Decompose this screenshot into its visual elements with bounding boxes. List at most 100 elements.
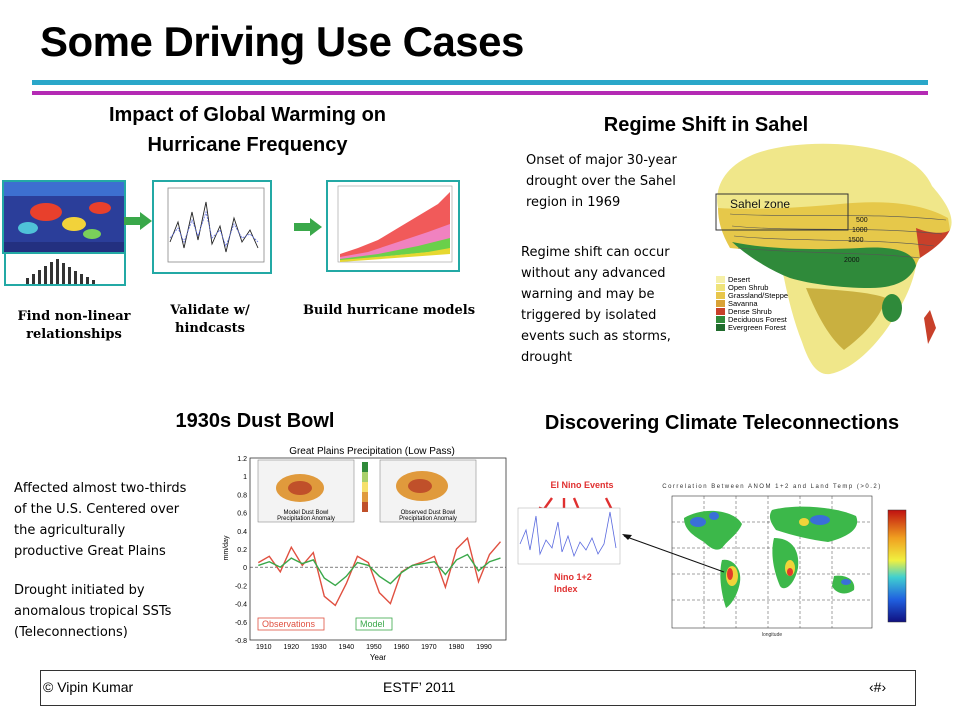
dustbowl-text-1-line: productive Great Plains (14, 544, 166, 559)
y-tick-label: -0.6 (235, 620, 247, 627)
sahel-text-2-line: triggered by isolated (521, 308, 657, 323)
correlation-colorbar (887, 509, 907, 623)
hurricane-heading-line1: Impact of Global Warming on (108, 104, 387, 126)
footer-event: ESTF’ 2011 (383, 679, 456, 695)
hurricane-histogram (26, 259, 95, 284)
slide-title: Some Driving Use Cases (40, 18, 524, 65)
step1-caption-line1: Find non-linear (17, 309, 131, 324)
y-tick-label: 0.2 (237, 547, 247, 554)
dustbowl-heading: 1930s Dust Bowl (175, 410, 335, 432)
series-line-observations (257, 536, 502, 607)
dustbowl-text-2: Drought initiated by anomalous tropical … (14, 580, 224, 643)
step1-caption-line2: relationships (26, 327, 122, 342)
dustbowl-text-1: Affected almost two-thirds of the U.S. C… (14, 478, 224, 562)
y-tick-label: 1.2 (237, 456, 247, 463)
x-tick-label: 1970 (421, 644, 437, 651)
dustbowl-text-2-line: anomalous tropical SSTs (14, 604, 172, 619)
x-tick-label: 1910 (256, 644, 272, 651)
arrow-right-icon (124, 212, 152, 230)
x-tick-label: 1950 (366, 644, 382, 651)
arrow-right-icon (294, 218, 322, 236)
legend-label: Open Shrub (728, 283, 768, 292)
sahel-heading: Regime Shift in Sahel (603, 114, 809, 136)
step3-caption: Build hurricane models (302, 303, 476, 318)
africa-vegetation-map: Sahel zone 500 1000 1500 2000 Desert Ope… (715, 143, 952, 375)
chart-title: Great Plains Precipitation (Low Pass) (289, 446, 455, 457)
contour-label: 500 (856, 217, 868, 224)
correlation-map-title: Correlation Between ANOM 1+2 and Land Te… (662, 484, 881, 490)
hurricane-model-chart (337, 185, 453, 263)
observed-map-label-line1: Observed Dust Bowl (401, 510, 456, 516)
sahel-text-2-line: warning and may be (521, 287, 655, 302)
x-tick-label: 1940 (339, 644, 355, 651)
observations-legend-label: Observations (262, 619, 316, 629)
x-tick-label: 1980 (449, 644, 465, 651)
hurricane-heading: Impact of Global Warming on Hurricane Fr… (60, 100, 435, 160)
hindcast-line-chart (167, 187, 265, 263)
y-tick-label: -0.8 (235, 638, 247, 645)
contour-label: 1500 (848, 237, 864, 244)
contour-label: 2000 (844, 257, 860, 264)
step2-caption-line1: Validate w/ (170, 303, 250, 318)
nino-index-chart: El Nino Events Nino 1+2 Index (517, 480, 621, 594)
anomaly-colorbar (362, 462, 368, 512)
sahel-text-1-line: Onset of major 30-year (526, 153, 677, 168)
sahel-text-2-line: Regime shift can occur (521, 245, 670, 260)
x-tick-label: 1960 (394, 644, 410, 651)
y-tick-label: 1 (243, 474, 247, 481)
validation-chart-panel (152, 180, 272, 274)
y-tick-label: -0.4 (235, 602, 247, 609)
y-tick-label: 0 (243, 565, 247, 572)
legend-label: Evergreen Forest (728, 323, 787, 332)
sahel-text-2: Regime shift can occur without any advan… (521, 242, 711, 368)
y-axis-label: mm/day (223, 535, 230, 560)
longitude-label: longitude (762, 632, 783, 638)
sst-map-panel (2, 180, 126, 254)
title-rule-teal (32, 80, 928, 85)
sahel-text-2-line: drought (521, 350, 573, 365)
observed-map-label-line2: Precipitation Anomaly (399, 516, 457, 522)
dustbowl-text-1-line: the agriculturally (14, 523, 126, 538)
dustbowl-precip-chart: Great Plains Precipitation (Low Pass) Mo… (223, 446, 507, 662)
legend-label: Dense Shrub (728, 307, 772, 316)
model-anomaly-map: Model Dust Bowl Precipitation Anomaly (257, 459, 355, 523)
histogram-panel (4, 252, 126, 286)
dustbowl-text-1-line: of the U.S. Centered over (14, 502, 180, 517)
footer-page-number: ‹#› (869, 679, 887, 695)
sahel-text-1-line: region in 1969 (526, 195, 621, 210)
observed-anomaly-map: Observed Dust Bowl Precipitation Anomaly (379, 459, 477, 523)
legend-label: Desert (728, 275, 751, 284)
x-axis-label: Year (370, 653, 387, 662)
legend-label: Deciduous Forest (728, 315, 788, 324)
step2-caption-line2: hindcasts (175, 321, 245, 336)
sahel-text-2-line: events such as storms, (521, 329, 671, 344)
model-legend-box (355, 617, 393, 631)
correlation-world-map: Correlation Between ANOM 1+2 and Land Te… (662, 484, 907, 638)
hurricane-heading-line2: Hurricane Frequency (147, 134, 348, 156)
y-tick-label: -0.2 (235, 583, 247, 590)
y-tick-label: 0.4 (237, 529, 247, 536)
series-line-model (258, 553, 501, 587)
dustbowl-text-2-line: (Teleconnections) (14, 625, 128, 640)
nino-index-label-line2: Index (554, 584, 578, 594)
sahel-zone-label: Sahel zone (730, 197, 790, 211)
sahel-text-2-line: without any advanced (521, 266, 666, 281)
model-map-label-line2: Precipitation Anomaly (277, 516, 335, 522)
x-tick-label: 1990 (476, 644, 492, 651)
sst-correlation-map (4, 182, 124, 252)
legend-label: Grassland/Steppe (728, 291, 788, 300)
y-tick-label: 0.8 (237, 492, 247, 499)
model-map-label-line1: Model Dust Bowl (283, 510, 328, 516)
dustbowl-text-2-line: Drought initiated by (14, 583, 145, 598)
step1-caption: Find non-linear relationships (8, 308, 140, 344)
sahel-text-1-line: drought over the Sahel (526, 174, 676, 189)
sahel-text-1: Onset of major 30-year drought over the … (526, 150, 712, 213)
hurricane-model-panel (326, 180, 460, 272)
nino-index-label-line1: Nino 1+2 (554, 572, 592, 582)
model-legend-label: Model (360, 619, 385, 629)
contour-label: 1000 (852, 227, 868, 234)
y-tick-label: 0.6 (237, 511, 247, 518)
el-nino-events-label: El Nino Events (550, 480, 613, 490)
y-axis: 1.2 1 0.8 0.6 0.4 0.2 0 -0.2 -0.4 -0.6 -0.8 (235, 456, 506, 645)
slide-footer: © Vipin Kumar ESTF’ 2011 ‹#› (40, 670, 916, 706)
